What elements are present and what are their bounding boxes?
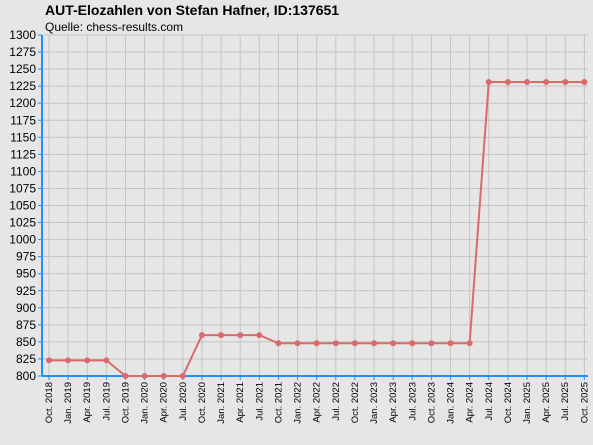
y-tick-label: 875	[16, 318, 36, 332]
y-tick-label: 1250	[9, 62, 36, 76]
x-tick-label: Jul. 2023	[407, 382, 418, 421]
x-tick-label: Oct. 2018	[44, 382, 55, 423]
data-point	[313, 340, 320, 347]
y-tick-label: 1300	[9, 28, 36, 42]
y-tick-label: 1075	[9, 181, 36, 195]
data-point	[543, 79, 550, 86]
data-point	[122, 373, 129, 379]
x-tick-label: Jul. 2025	[560, 382, 571, 421]
y-tick-label: 1275	[9, 45, 36, 59]
x-tick-label: Oct. 2021	[273, 382, 284, 423]
data-point	[466, 340, 473, 347]
x-tick-label: Oct. 2019	[120, 382, 131, 423]
data-point	[428, 340, 435, 347]
data-point	[485, 79, 492, 86]
data-point	[160, 373, 167, 379]
y-tick-label: 1225	[9, 79, 36, 93]
x-tick-label: Jul. 2019	[101, 382, 112, 421]
data-point	[504, 79, 511, 86]
grid-layer	[42, 34, 588, 377]
data-point	[524, 79, 530, 86]
x-tick-label: Jan. 2024	[446, 382, 457, 424]
y-tick-label: 1125	[10, 147, 36, 161]
x-tick-label: Jan. 2021	[216, 382, 227, 424]
y-tick-label: 850	[16, 335, 36, 349]
data-point	[198, 332, 205, 339]
axis-layer	[38, 34, 588, 380]
y-tick-label: 975	[16, 250, 36, 264]
data-point	[103, 357, 110, 364]
data-point	[46, 357, 52, 364]
y-tick-label: 1150	[10, 130, 36, 144]
y-tick-label: 1025	[9, 216, 36, 230]
x-tick-label: Jan. 2025	[522, 382, 533, 424]
x-tick-label: Apr. 2022	[312, 382, 323, 423]
x-tick-label: Apr. 2021	[235, 382, 246, 423]
data-point	[275, 340, 282, 347]
x-tick-label: Oct. 2022	[350, 382, 361, 423]
data-point	[351, 340, 358, 347]
x-tick-label: Jan. 2023	[369, 382, 380, 424]
x-tick-label: Jul. 2022	[331, 382, 342, 421]
y-tick-label: 1175	[10, 113, 36, 127]
data-point	[332, 340, 339, 347]
x-tick-label: Jan. 2022	[293, 382, 304, 424]
y-tick-label: 950	[16, 267, 36, 281]
data-point	[562, 79, 569, 86]
y-tick-label: 1100	[10, 164, 36, 178]
x-tick-label: Jul. 2024	[484, 382, 495, 421]
x-tick-label: Jan. 2019	[63, 382, 74, 424]
x-tick-label: Oct. 2025	[579, 382, 590, 423]
data-point	[294, 340, 301, 347]
data-point	[256, 332, 263, 339]
x-tick-label: Apr. 2023	[388, 382, 399, 423]
x-tick-label: Apr. 2025	[541, 382, 552, 423]
chart-source: Quelle: chess-results.com	[45, 20, 184, 34]
data-point	[65, 357, 72, 364]
x-tick-label: Oct. 2023	[426, 382, 437, 423]
data-point	[218, 332, 225, 339]
y-tick-label: 925	[16, 284, 36, 298]
x-tick-label: Jul. 2020	[178, 382, 189, 421]
data-point	[179, 373, 186, 379]
y-tick-layer: 800 825 850 875 900 925 950 975 1000 1025 1050 1075…	[9, 28, 36, 383]
y-tick-label: 900	[16, 301, 36, 315]
y-tick-label: 800	[16, 369, 36, 383]
x-tick-label: Jul. 2021	[254, 382, 265, 421]
y-tick-label: 1200	[9, 96, 36, 110]
data-point	[84, 357, 91, 364]
x-tick-label: Apr. 2019	[82, 382, 93, 423]
y-tick-label: 1000	[9, 233, 36, 247]
data-point	[390, 340, 397, 347]
data-point	[447, 340, 454, 347]
data-point	[371, 340, 378, 347]
data-point	[237, 332, 244, 339]
x-tick-layer: Oct. 2018 Jan. 2019 Apr. 2019 Jul. 2019 Oct.…	[44, 382, 590, 424]
data-point	[141, 373, 148, 379]
x-tick-label: Apr. 2020	[159, 382, 170, 423]
y-tick-label: 825	[16, 352, 36, 366]
series-layer	[46, 79, 588, 379]
y-tick-label: 1050	[9, 199, 36, 213]
x-tick-label: Jan. 2020	[140, 382, 151, 424]
chart-title: AUT-Elozahlen von Stefan Hafner, ID:1376…	[45, 2, 340, 18]
x-tick-label: Apr. 2024	[465, 382, 476, 423]
data-point	[409, 340, 416, 347]
x-tick-label: Oct. 2020	[197, 382, 208, 423]
x-tick-label: Oct. 2024	[503, 382, 514, 423]
data-point	[581, 79, 588, 86]
